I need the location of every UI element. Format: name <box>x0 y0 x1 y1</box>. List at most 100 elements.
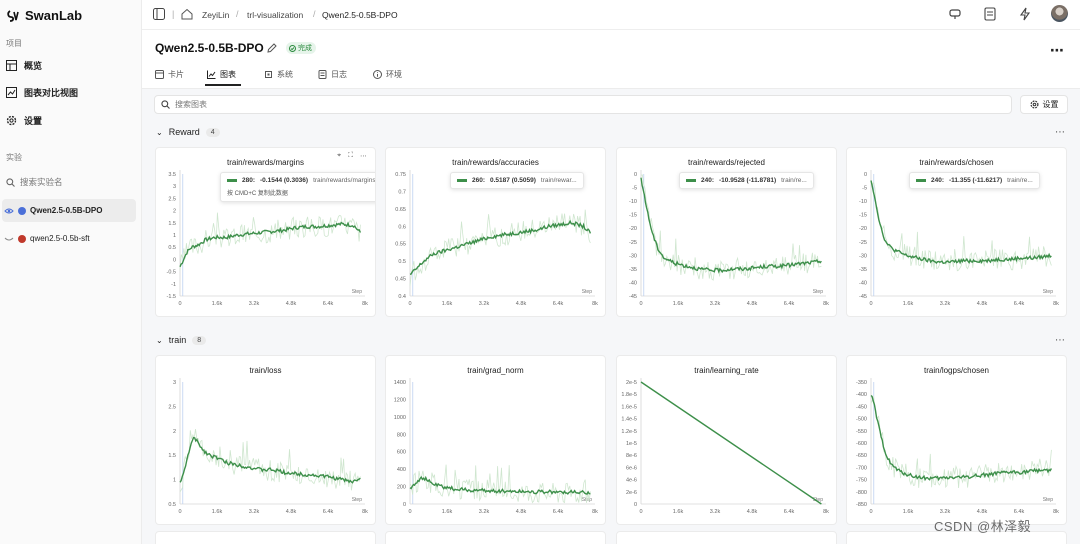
chart-card-partial[interactable] <box>155 531 376 544</box>
series-line[interactable] <box>409 219 592 275</box>
chart-settings-button[interactable]: 设置 <box>1020 95 1068 114</box>
chart-plot[interactable]: 3 2.5 2 1.5 1 0.50 1.6k 3.2k 4.8k 6.4k 8k Step <box>156 356 376 525</box>
chart-card[interactable]: train/learning_rate 2e-5 1.8e-5 1.6e-5 1.4e-… <box>616 355 837 525</box>
lightning-icon[interactable] <box>1019 7 1031 21</box>
experiment-item-sft[interactable]: qwen2.5-0.5b-sft <box>2 227 136 250</box>
chart-card[interactable]: train/rewards/accuracies 0.75 0.7 0.65 0.6 0.… <box>385 147 606 317</box>
chart-card[interactable]: train/rewards/chosen 0 -5 -10 -15 -20 -25 -30 -3… <box>846 147 1067 317</box>
pin-icon[interactable]: ⌖ <box>337 152 342 159</box>
x-tick-label: 4.8k <box>977 301 988 307</box>
tooltip-value: -10.9528 (-11.8781) <box>719 177 777 184</box>
chart-tooltip: 240: -11.355 (-11.6217) train/re... <box>909 172 1040 189</box>
chart-title: train/grad_norm <box>467 366 524 375</box>
series-line[interactable] <box>870 180 1052 265</box>
eye-closed-icon[interactable] <box>4 235 14 243</box>
y-tick-label: 0 <box>634 502 637 508</box>
chart-title: train/rewards/margins <box>227 158 304 167</box>
avatar[interactable] <box>1051 5 1068 22</box>
sidebar-item-settings[interactable]: 设置 <box>6 110 136 130</box>
x-tick-label: 0 <box>869 509 872 515</box>
tab-system[interactable]: 系统 <box>264 69 293 80</box>
chart-card[interactable]: train/logps/chosen -350 -400 -450 -500 -550 -6… <box>846 355 1067 525</box>
eye-icon[interactable] <box>4 207 14 215</box>
y-tick-label: -600 <box>856 441 867 447</box>
chart-card[interactable]: train/loss 3 2.5 2 1.5 1 0.5 0 1.6k 3.2k 4.8k 6.4k 8… <box>155 355 376 525</box>
chart-search-input[interactable]: 搜索图表 <box>154 95 1012 114</box>
breadcrumb-project[interactable]: trl-visualization <box>247 10 304 20</box>
chart-plot[interactable]: 0-5-10-15-20-25-30-35-40-450 1.6k 3.2k 4.8k… <box>617 148 837 317</box>
y-tick-label: 4e-6 <box>626 478 637 484</box>
brand-logo[interactable]: SwanLab <box>6 8 82 23</box>
y-tick-label: -35 <box>859 267 867 273</box>
github-icon[interactable] <box>948 7 962 21</box>
y-tick-label: 1.5 <box>168 221 176 227</box>
series-line[interactable] <box>409 475 591 495</box>
raw-series-line <box>409 209 591 286</box>
series-line[interactable] <box>179 436 361 484</box>
series-line[interactable] <box>870 394 1053 482</box>
tab-charts[interactable]: 图表 <box>207 69 236 80</box>
group-more-icon[interactable]: ⋯ <box>1055 127 1066 138</box>
y-tick-label: -0.5 <box>167 270 176 276</box>
swanlab-logo-icon <box>7 9 19 22</box>
group-header-reward[interactable]: ⌄ Reward 4 <box>156 127 220 137</box>
check-circle-icon <box>289 44 296 52</box>
breadcrumb-experiment[interactable]: Qwen2.5-0.5B-DPO <box>322 10 398 20</box>
chart-title: train/rewards/chosen <box>919 158 994 167</box>
y-tick-label: -5 <box>862 186 867 192</box>
info-icon <box>373 70 382 79</box>
chart-plot[interactable]: 1400 1200 1000 800 600 400 200 00 1.6k 3.2k 4.8k 6.… <box>386 356 606 525</box>
series-line[interactable] <box>179 221 362 268</box>
x-tick-label: 4.8k <box>516 301 527 307</box>
chart-card[interactable]: train/grad_norm 1400 1200 1000 800 600 400 200 0… <box>385 355 606 525</box>
breadcrumb-user[interactable]: ZeyiLin <box>202 10 230 20</box>
raw-series-line <box>409 464 591 504</box>
experiment-search-input[interactable]: 搜索实验名 <box>4 174 136 190</box>
x-tick-label: 3.2k <box>249 301 260 307</box>
home-icon[interactable] <box>181 8 193 20</box>
group-header-train[interactable]: ⌄ train 8 <box>156 335 207 345</box>
tooltip-step: 240: <box>931 177 945 184</box>
fullscreen-icon[interactable]: ⛶ <box>348 152 353 159</box>
section-label-project: 项目 <box>6 39 22 48</box>
tooltip-row: 240: -11.355 (-11.6217) train/re... <box>916 177 1033 184</box>
chart-plot[interactable]: 3.532.521.510.50-0.5-1-1.50 1.6k 3.2k 4.8k 6… <box>156 148 376 317</box>
tab-cards[interactable]: 卡片 <box>155 69 184 80</box>
chart-card[interactable]: train/rewards/rejected 0 -5 -10 -15 -20 -25 -30… <box>616 147 837 317</box>
chart-card-partial[interactable] <box>616 531 837 544</box>
document-icon[interactable] <box>984 7 996 21</box>
sidebar-item-chart-compare[interactable]: 图表对比视图 <box>6 82 136 102</box>
tooltip-value: 0.5187 (0.5059) <box>490 177 536 184</box>
chart-plot[interactable]: 0.75 0.7 0.65 0.6 0.55 0.5 0.45 0.40 1.6k 3.2k 4.8… <box>386 148 606 317</box>
series-line[interactable] <box>640 177 822 274</box>
chart-card-partial[interactable] <box>846 531 1067 544</box>
y-tick-label: -20 <box>859 226 867 232</box>
series-line[interactable] <box>640 381 822 505</box>
chart-plot[interactable]: 0-5-10-15-20-25-30-35-40-450 1.6k 3.2k 4.8k… <box>847 148 1067 317</box>
y-tick-label: 1000 <box>394 415 406 421</box>
experiment-item-dpo[interactable]: Qwen2.5-0.5B-DPO <box>2 199 136 222</box>
chart-plot[interactable]: -350 -400 -450 -500 -550 -600 -650 -700 -750 -800… <box>847 356 1067 525</box>
more-icon[interactable]: ⋯ <box>360 153 367 160</box>
edit-icon[interactable] <box>267 43 277 53</box>
y-tick-label: 1200 <box>394 397 406 403</box>
chart-plot[interactable]: 2e-5 1.8e-5 1.6e-5 1.4e-5 1.2e-5 1e-5 8e-6 6e-6… <box>617 356 837 525</box>
y-tick-label: -800 <box>856 490 867 496</box>
x-tick-label: 4.8k <box>747 301 758 307</box>
x-tick-label: 8k <box>592 301 598 307</box>
chart-card[interactable]: train/rewards/margins 3.5 3 2.5 2 1.5 1 0.5 0 -0.… <box>155 147 376 317</box>
y-tick-label: 600 <box>397 450 406 456</box>
sidebar-toggle-icon[interactable] <box>153 8 165 20</box>
x-tick-label: 6.4k <box>323 301 334 307</box>
tooltip-step: 280: <box>242 177 256 184</box>
group-more-icon[interactable]: ⋯ <box>1055 335 1066 346</box>
x-tick-label: 3.2k <box>940 301 951 307</box>
y-tick-label: 6e-6 <box>626 465 637 471</box>
sidebar-item-overview[interactable]: 概览 <box>6 55 136 75</box>
tooltip-hint: 按 CMD+C 复制此数据 <box>227 191 288 197</box>
x-tick-label: 4.8k <box>747 509 758 515</box>
more-menu-icon[interactable]: ⋯ <box>1050 42 1065 58</box>
chart-card-partial[interactable] <box>385 531 606 544</box>
tab-environment[interactable]: 环境 <box>373 69 402 80</box>
tab-logs[interactable]: 日志 <box>318 69 347 80</box>
